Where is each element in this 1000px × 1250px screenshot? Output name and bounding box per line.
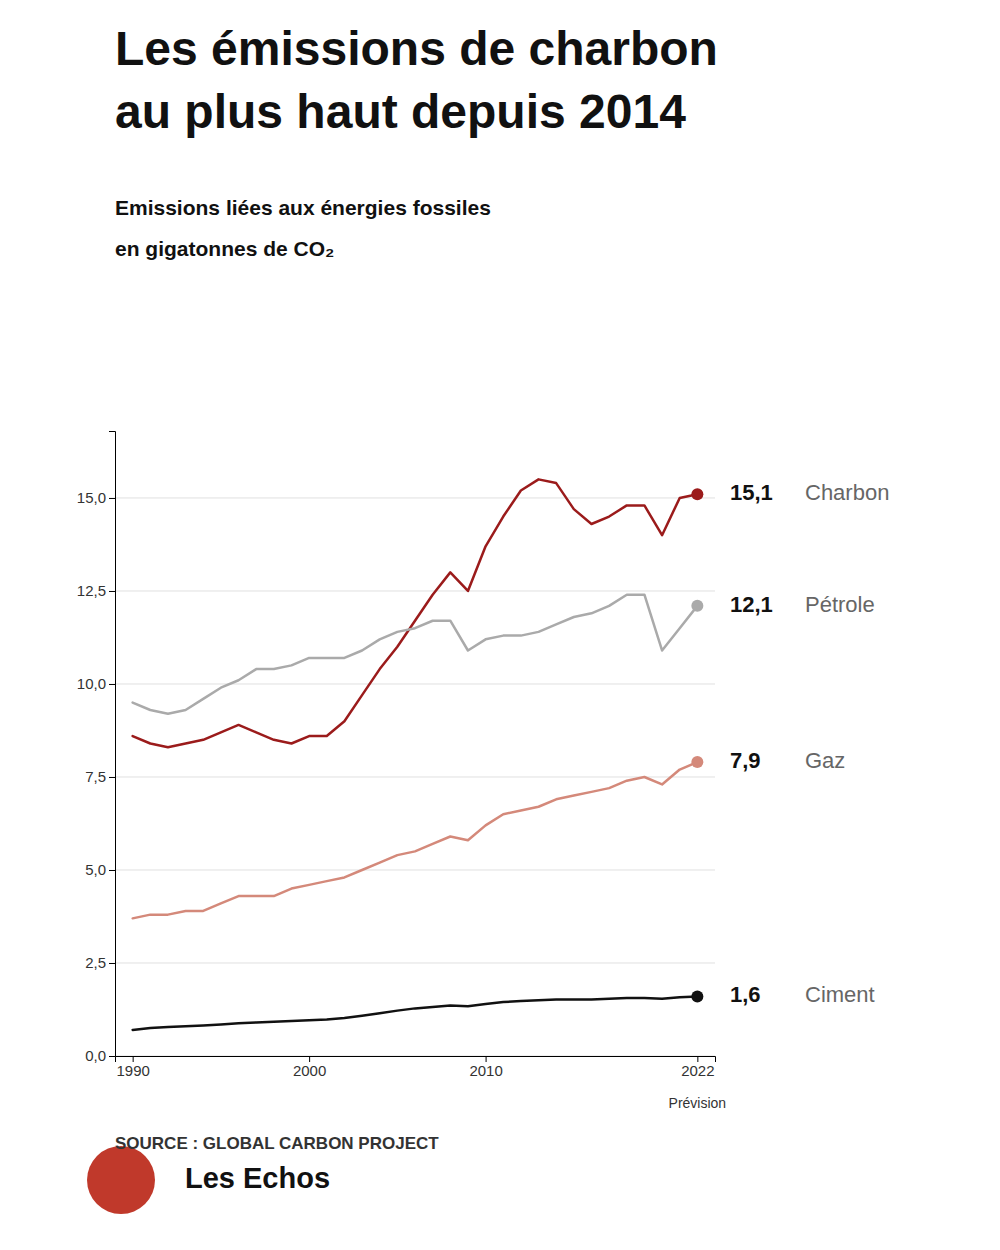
grid-line	[115, 683, 715, 684]
y-axis: 0,0 2,5 5,0 7,5 10,0 12,5 15,0	[77, 432, 116, 1065]
x-tick-label: 2000	[293, 1062, 326, 1079]
grid-line	[115, 590, 715, 591]
x-tick-label: 2010	[469, 1062, 502, 1079]
y-tick-mark	[109, 684, 115, 685]
y-tick-label: 10,0	[77, 675, 106, 692]
y-tick-mark	[109, 963, 115, 964]
y-tick: 15,0	[77, 489, 115, 506]
y-tick-mark	[109, 1056, 115, 1057]
y-tick: 12,5	[77, 582, 115, 599]
grid-line	[115, 869, 715, 870]
y-tick-label: 0,0	[85, 1047, 106, 1064]
x-axis: 1990 2000 2010 2022	[116, 1056, 716, 1079]
series-name: Pétrole	[805, 592, 875, 617]
grid-line	[115, 497, 715, 498]
series-name: Ciment	[805, 982, 875, 1007]
y-axis-line	[109, 432, 116, 1057]
subtitle: Emissions liées aux énergies fossiles	[115, 196, 491, 219]
series-line	[133, 762, 698, 918]
chart: Les émissions de charbon au plus haut dep…	[0, 0, 1000, 1250]
grid	[115, 498, 715, 1056]
source: SOURCE : GLOBAL CARBON PROJECT	[115, 1134, 439, 1153]
end-dot	[691, 488, 703, 500]
x-tick: 2022	[681, 1056, 714, 1079]
x-tick: 2010	[469, 1056, 502, 1079]
y-tick: 7,5	[85, 768, 115, 785]
series-line	[133, 479, 698, 747]
series-line	[133, 996, 698, 1029]
value-label: 1,6	[730, 982, 761, 1007]
y-tick-mark	[109, 870, 115, 871]
y-tick: 2,5	[85, 954, 115, 971]
y-tick: 10,0	[77, 675, 115, 692]
y-tick: 5,0	[85, 861, 115, 878]
series-name: Charbon	[805, 480, 889, 505]
grid-line	[115, 776, 715, 777]
title: Les émissions de charbon	[115, 22, 718, 75]
subtitle: en gigatonnes de CO₂	[115, 237, 334, 260]
series-name: Gaz	[805, 748, 845, 773]
y-tick-mark	[109, 777, 115, 778]
y-tick-label: 12,5	[77, 582, 106, 599]
annotation: Prévision	[669, 1095, 727, 1111]
plot-area	[133, 479, 704, 1030]
end-dot	[691, 990, 703, 1002]
y-tick-label: 5,0	[85, 861, 106, 878]
end-dot	[691, 600, 703, 612]
x-tick: 2000	[293, 1056, 326, 1079]
x-axis-line	[116, 1057, 716, 1063]
y-tick-mark	[109, 498, 115, 499]
y-tick-label: 2,5	[85, 954, 106, 971]
y-tick-mark	[109, 591, 115, 592]
series-line	[133, 595, 698, 714]
logo	[87, 1146, 155, 1214]
y-tick-label: 7,5	[85, 768, 106, 785]
title: au plus haut depuis 2014	[115, 85, 686, 138]
x-tick-label: 2022	[681, 1062, 714, 1079]
grid-line	[115, 962, 715, 963]
x-tick: 1990	[116, 1056, 149, 1079]
y-tick: 0,0	[85, 1047, 115, 1064]
series-labels: 15,1 Charbon 12,1 Pétrole 7,9 Gaz 1,6 Ciment	[730, 480, 889, 1007]
value-label: 7,9	[730, 748, 761, 773]
end-dot	[691, 756, 703, 768]
value-label: 12,1	[730, 592, 773, 617]
x-tick-label: 1990	[116, 1062, 149, 1079]
logo-text: Les Echos	[185, 1162, 330, 1194]
value-label: 15,1	[730, 480, 773, 505]
y-tick-label: 15,0	[77, 489, 106, 506]
